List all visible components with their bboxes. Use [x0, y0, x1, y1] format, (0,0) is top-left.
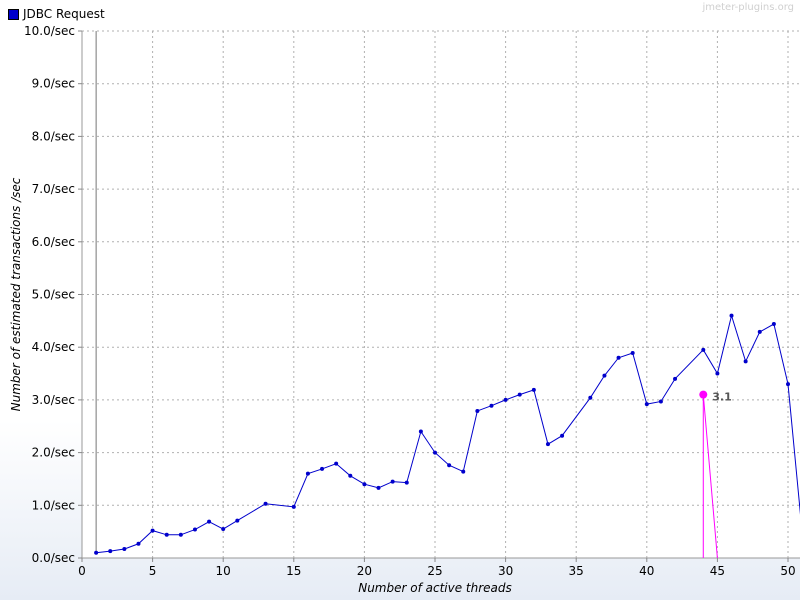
data-point	[560, 433, 565, 438]
watermark: jmeter-plugins.org	[702, 2, 794, 13]
data-point	[545, 442, 550, 447]
data-point	[729, 313, 734, 318]
x-tick-label: 35	[569, 564, 584, 578]
x-axis-label: Number of active threads	[358, 581, 512, 595]
data-point	[305, 471, 310, 476]
plot-background	[82, 31, 800, 558]
x-tick-label: 50	[780, 564, 795, 578]
annotation-label: 3.1	[712, 391, 732, 404]
data-point	[108, 549, 113, 554]
data-point	[136, 541, 141, 546]
x-tick-label: 25	[427, 564, 442, 578]
data-point	[447, 463, 452, 468]
x-tick-label: 0	[78, 564, 86, 578]
data-point	[630, 350, 635, 355]
data-point	[517, 392, 522, 397]
data-point	[616, 355, 621, 360]
data-point	[164, 532, 169, 537]
y-axis-label: Number of estimated transactions /sec	[9, 177, 23, 411]
data-point	[320, 466, 325, 471]
data-point	[757, 329, 762, 334]
y-tick-label: 4.0/sec	[32, 340, 75, 354]
data-point	[348, 473, 353, 478]
data-point	[207, 519, 212, 524]
x-tick-label: 10	[216, 564, 231, 578]
data-point	[715, 371, 720, 376]
y-tick-label: 9.0/sec	[32, 77, 75, 91]
data-point	[475, 408, 480, 413]
data-point	[701, 347, 706, 352]
data-point	[461, 469, 466, 474]
data-point	[786, 382, 790, 387]
y-tick-label: 6.0/sec	[32, 235, 75, 249]
data-point	[771, 322, 776, 327]
data-point	[404, 480, 409, 485]
y-tick-label: 5.0/sec	[32, 288, 75, 302]
data-point	[94, 550, 99, 555]
data-point	[489, 403, 494, 408]
legend: JDBC Request	[8, 7, 105, 21]
x-tick-label: 45	[710, 564, 725, 578]
data-point	[221, 527, 226, 532]
y-tick-label: 1.0/sec	[32, 498, 75, 512]
data-point	[122, 547, 127, 552]
series-group	[94, 313, 800, 555]
y-tick-label: 8.0/sec	[32, 129, 75, 143]
data-point	[178, 532, 183, 537]
data-point	[334, 461, 339, 466]
legend-swatch	[8, 8, 19, 20]
x-tick-label: 40	[639, 564, 654, 578]
legend-label: JDBC Request	[23, 7, 105, 21]
annotation-group	[702, 394, 718, 558]
data-point	[390, 479, 395, 484]
data-point	[376, 485, 381, 490]
data-point	[673, 376, 678, 381]
y-tick-label: 3.0/sec	[32, 393, 75, 407]
data-point	[531, 387, 536, 392]
x-tick-label: 15	[286, 564, 301, 578]
data-point	[263, 501, 268, 506]
x-tick-label: 30	[498, 564, 513, 578]
y-tick-label: 10.0/sec	[24, 24, 75, 38]
x-tick-label: 5	[149, 564, 157, 578]
annotation-point	[699, 390, 708, 399]
data-point	[588, 395, 593, 400]
data-point	[192, 527, 197, 532]
data-point	[658, 399, 663, 404]
y-tick-label: 0.0/sec	[32, 551, 75, 565]
annotation-diagonal	[702, 394, 718, 558]
data-point	[150, 528, 155, 533]
x-tick-label: 20	[357, 564, 372, 578]
y-tick-label: 7.0/sec	[32, 182, 75, 196]
data-point	[235, 518, 240, 523]
data-point	[362, 482, 367, 487]
data-point	[743, 359, 748, 364]
y-tick-label: 2.0/sec	[32, 446, 75, 460]
data-point	[503, 397, 508, 402]
data-point	[418, 429, 423, 434]
data-point	[291, 504, 296, 509]
data-point	[433, 450, 437, 455]
data-point	[602, 373, 607, 378]
data-point	[644, 402, 649, 407]
